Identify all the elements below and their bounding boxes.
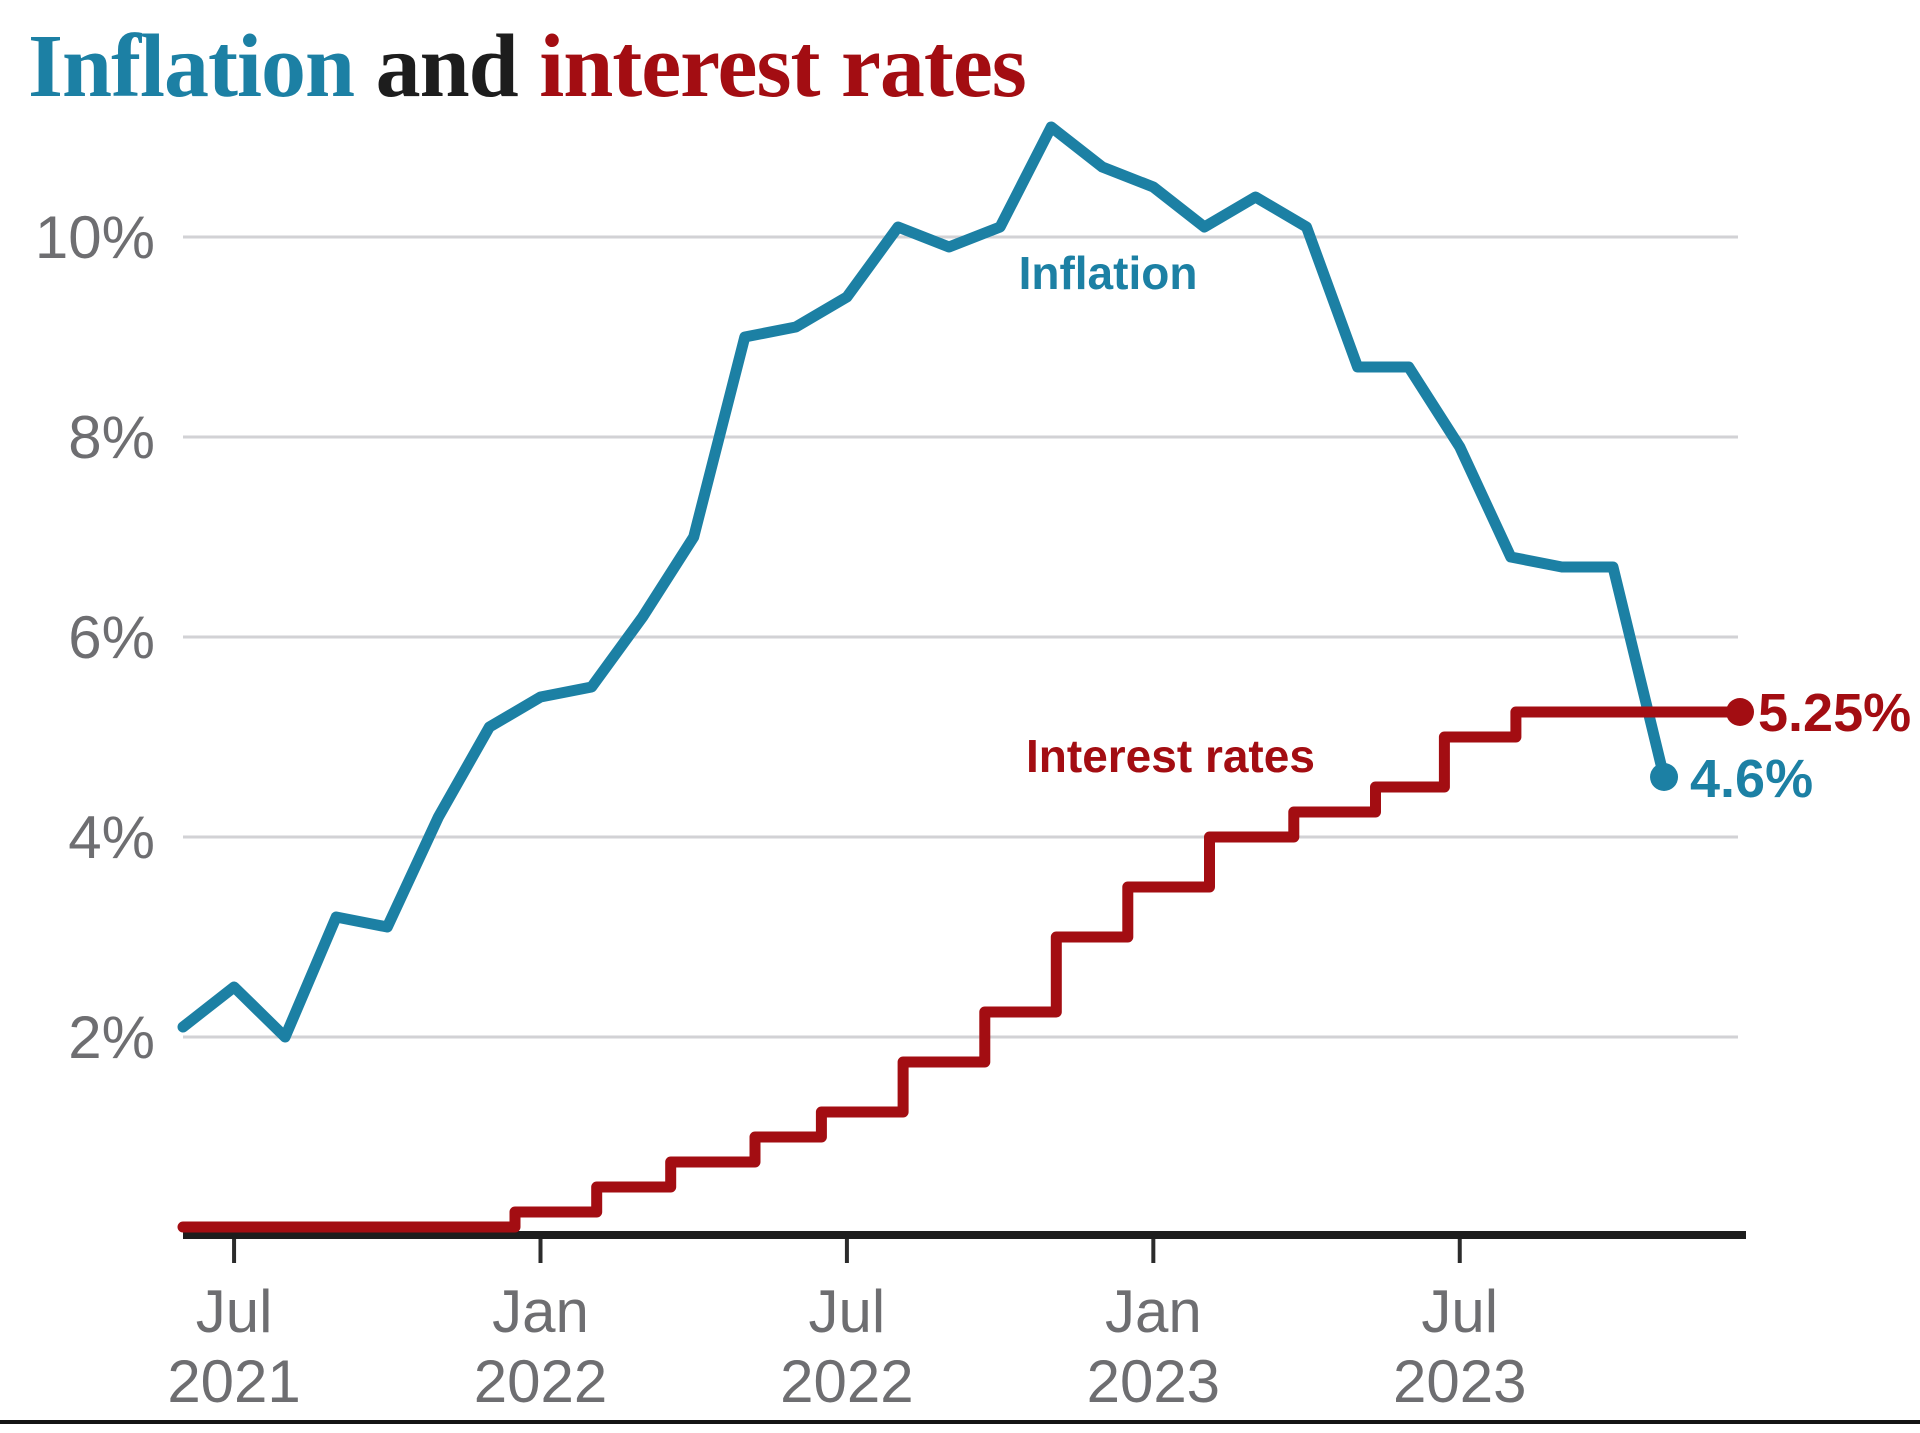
x-tick-label-year: 2022 <box>474 1348 607 1415</box>
inflation-line <box>177 121 1670 1043</box>
x-tick-label-year: 2023 <box>1393 1348 1526 1415</box>
title-word-and: and <box>375 17 540 116</box>
y-axis-label-6: 6% <box>68 604 155 671</box>
inflation-end-dot <box>1650 763 1679 791</box>
interest-rates-end-dot <box>1726 698 1754 726</box>
end-label-inflation: 4.6% <box>1690 749 1813 809</box>
x-tick-label-month: Jul <box>196 1278 273 1345</box>
x-tick-label-year: 2023 <box>1087 1348 1220 1415</box>
series-label-inflation: Inflation <box>1019 247 1198 299</box>
x-tick-label-month: Jan <box>492 1278 589 1345</box>
y-axis-label-10: 10% <box>35 204 155 271</box>
title-words-interest-rates: interest rates <box>539 17 1027 116</box>
x-tick-label-year: 2021 <box>167 1348 300 1415</box>
chart-title: Inflation and interest rates <box>28 22 1027 112</box>
x-tick-label-month: Jul <box>1421 1278 1498 1345</box>
interest-rates-line <box>177 706 1746 1233</box>
x-tick-label-month: Jan <box>1105 1278 1202 1345</box>
end-label-interest-rates: 5.25% <box>1758 683 1911 743</box>
title-word-inflation: Inflation <box>28 17 376 116</box>
footer-divider <box>0 1420 1920 1424</box>
y-axis-label-8: 8% <box>68 404 155 471</box>
y-axis-label-2: 2% <box>68 1004 155 1071</box>
x-tick-label-month: Jul <box>809 1278 886 1345</box>
x-tick-label-year: 2022 <box>780 1348 913 1415</box>
y-axis-label-4: 4% <box>68 804 155 871</box>
series-label-interest-rates: Interest rates <box>1026 730 1315 782</box>
chart-plot-area: 10%8%6%4%2%Jul2021Jan2022Jul2022Jan2023J… <box>35 121 1754 1415</box>
